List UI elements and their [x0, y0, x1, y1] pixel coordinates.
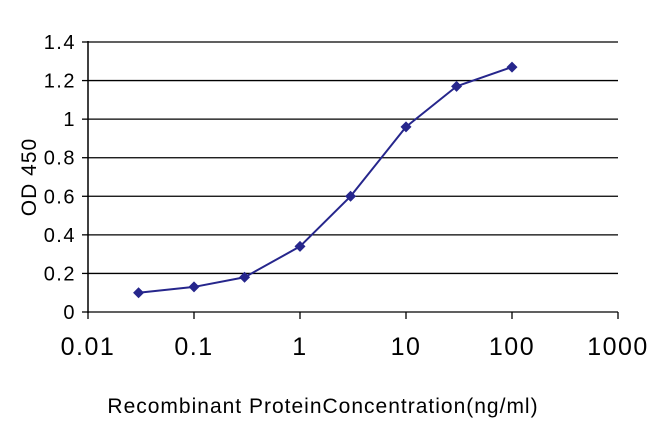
x-tick-label: 1 [292, 333, 307, 361]
data-point-marker [400, 121, 412, 133]
data-point-marker [506, 61, 518, 73]
x-tick-label: 10 [391, 333, 422, 361]
y-tick-label: 0.4 [44, 225, 76, 247]
x-tick-label: 1000 [587, 333, 649, 361]
x-tick-label: 0.01 [61, 333, 116, 361]
y-axis-title: OD 450 [18, 137, 41, 217]
y-tick-label: 1 [63, 109, 76, 131]
data-point-marker [188, 281, 200, 293]
data-point-marker [294, 240, 306, 252]
data-point-marker [451, 80, 463, 92]
x-tick-label: 0.1 [174, 333, 213, 361]
data-point-marker [345, 190, 357, 202]
y-tick-label: 0.6 [44, 186, 76, 208]
y-tick-label: 1.4 [44, 32, 76, 54]
x-axis-title: Recombinant ProteinConcentration(ng/ml) [107, 395, 539, 418]
y-tick-label: 0.2 [44, 263, 76, 285]
y-tick-label: 0.8 [44, 148, 76, 170]
y-tick-label: 1.2 [44, 71, 76, 93]
data-point-marker [239, 271, 251, 283]
data-point-marker [133, 287, 145, 299]
y-tick-label: 0 [63, 302, 76, 324]
x-tick-label: 100 [489, 333, 535, 361]
series-line [138, 66, 513, 294]
